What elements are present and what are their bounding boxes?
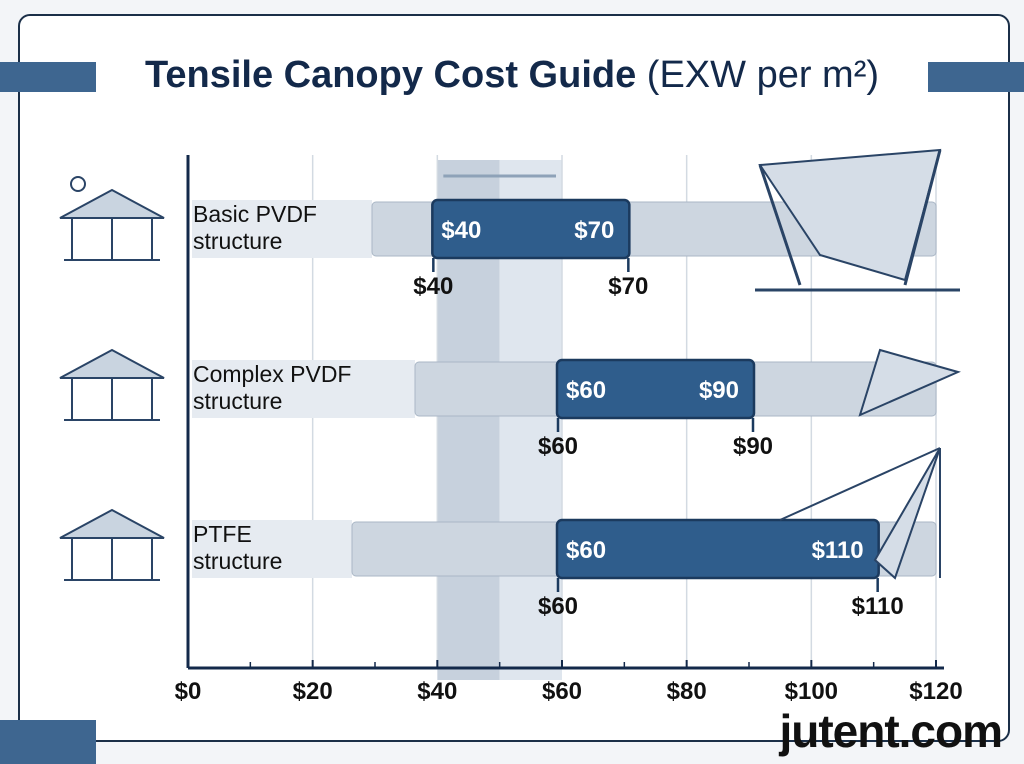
sun-icon	[70, 176, 86, 192]
range-high-value: $70	[608, 273, 648, 300]
header-accent-left	[0, 62, 96, 92]
category-label: structure	[193, 388, 282, 414]
bar-low-label: $60	[566, 377, 606, 404]
bar-low-label: $40	[441, 217, 481, 244]
range-low-value: $60	[538, 593, 578, 620]
title-unit: (EXW per m²)	[646, 54, 880, 96]
canopy-icon	[59, 348, 165, 379]
sail-illustration	[858, 348, 961, 417]
category-label: Basic PVDF	[193, 201, 317, 227]
canopy-icon	[59, 188, 165, 219]
bar-high-label: $110	[812, 537, 864, 564]
category-label: PTFE	[193, 521, 252, 547]
x-tick-label: $100	[785, 678, 838, 705]
range-bar	[555, 518, 880, 580]
chart-title: Tensile Canopy Cost Guide (EXW per m²)	[0, 54, 1024, 97]
range-bar	[431, 198, 631, 260]
x-tick-label: $80	[667, 678, 707, 705]
range-low-value: $60	[538, 433, 578, 460]
canopy-icon-posts	[64, 538, 160, 581]
category-label-bg	[192, 520, 352, 578]
footer-accent-left	[0, 720, 96, 764]
title-main: Tensile Canopy Cost Guide	[144, 54, 637, 96]
range-bar	[555, 358, 756, 420]
range-low-value: $40	[413, 273, 453, 300]
canopy-icon-posts	[64, 378, 160, 421]
sail-illustration	[779, 447, 941, 580]
range-high-value: $90	[733, 433, 773, 460]
bar-high-label: $90	[699, 377, 739, 404]
category-label: structure	[193, 548, 282, 574]
category-label-bg	[192, 360, 415, 418]
sail-mast	[755, 149, 960, 292]
category-label: Complex PVDF	[193, 361, 351, 387]
watermark: jutent.com	[779, 705, 1003, 757]
bar-high-label: $70	[574, 217, 614, 244]
category-label: structure	[193, 228, 282, 254]
x-tick-label: $60	[542, 678, 582, 705]
x-tick-label: $20	[293, 678, 333, 705]
header-accent-right	[928, 62, 1024, 92]
bar-low-label: $60	[566, 537, 606, 564]
category-label-bg	[192, 200, 372, 258]
canopy-icon	[59, 508, 165, 539]
x-tick-label: $0	[175, 678, 202, 705]
range-high-value: $110	[852, 593, 904, 620]
x-tick-label: $40	[417, 678, 457, 705]
x-tick-label: $120	[909, 678, 962, 705]
canopy-icon-posts	[64, 218, 160, 261]
